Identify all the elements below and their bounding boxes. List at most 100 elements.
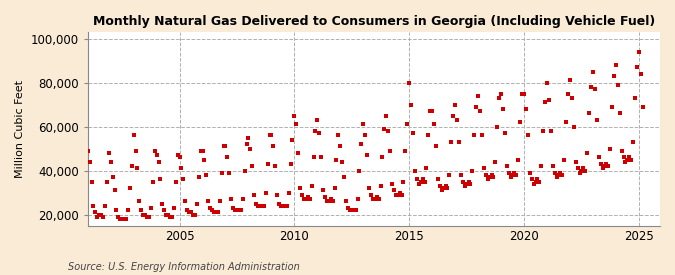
Point [318, 188, 329, 192]
Point [190, 212, 200, 217]
Point [534, 179, 545, 184]
Point [371, 195, 382, 199]
Point [268, 144, 279, 148]
Point [132, 166, 143, 170]
Point [308, 155, 319, 160]
Point [412, 177, 423, 182]
Point [394, 190, 405, 195]
Point [513, 157, 524, 162]
Point [490, 160, 501, 164]
Point [624, 155, 634, 160]
Point [169, 206, 180, 210]
Point [504, 170, 514, 175]
Point [563, 91, 574, 96]
Y-axis label: Million Cubic Feet: Million Cubic Feet [15, 80, 25, 178]
Point [323, 199, 334, 204]
Point [620, 160, 631, 164]
Point [392, 192, 403, 197]
Point [472, 94, 483, 98]
Point [333, 133, 344, 138]
Point [327, 199, 338, 204]
Point [398, 179, 409, 184]
Point [109, 188, 120, 192]
Point [146, 206, 157, 210]
Point [259, 204, 269, 208]
Point [549, 170, 560, 175]
Point [561, 120, 572, 124]
Point [272, 192, 283, 197]
Point [157, 201, 168, 206]
Point [425, 109, 435, 113]
Point [467, 168, 478, 173]
Point [115, 217, 126, 221]
Point [293, 151, 304, 155]
Point [291, 122, 302, 127]
Point [250, 201, 261, 206]
Point [216, 170, 227, 175]
Point [413, 182, 424, 186]
Point [436, 188, 447, 192]
Point [591, 118, 602, 122]
Point [117, 217, 128, 221]
Point [529, 182, 539, 186]
Point [92, 214, 103, 219]
Point [622, 157, 632, 162]
Point [366, 192, 377, 197]
Point [316, 155, 327, 160]
Point [440, 184, 451, 188]
Point [524, 170, 535, 175]
Point [506, 175, 516, 179]
Point [180, 199, 191, 204]
Point [532, 177, 543, 182]
Point [88, 204, 99, 208]
Point [149, 148, 160, 153]
Point [536, 164, 547, 168]
Point [526, 177, 537, 182]
Point [593, 155, 604, 160]
Point [264, 133, 275, 138]
Point [144, 214, 155, 219]
Point [547, 164, 558, 168]
Point [389, 188, 400, 192]
Point [492, 124, 503, 129]
Point [452, 118, 462, 122]
Point [136, 208, 146, 212]
Point [356, 142, 367, 146]
Point [609, 74, 620, 78]
Point [188, 212, 198, 217]
Point [165, 214, 176, 219]
Point [354, 168, 365, 173]
Point [427, 109, 437, 113]
Point [570, 160, 581, 164]
Point [379, 126, 389, 131]
Point [113, 214, 124, 219]
Point [287, 138, 298, 142]
Point [213, 210, 223, 214]
Point [566, 96, 577, 100]
Point [161, 212, 171, 217]
Point [511, 173, 522, 177]
Point [475, 109, 485, 113]
Point [568, 124, 579, 129]
Point [94, 212, 105, 217]
Point [215, 199, 225, 204]
Point [507, 173, 518, 177]
Point [540, 100, 551, 104]
Point [199, 157, 210, 162]
Point [321, 199, 332, 204]
Point [128, 133, 139, 138]
Point [635, 72, 646, 76]
Point [285, 162, 296, 166]
Point [245, 146, 256, 151]
Point [518, 91, 529, 96]
Point [205, 206, 215, 210]
Point [159, 208, 169, 212]
Point [488, 175, 499, 179]
Point [346, 208, 357, 212]
Point [421, 166, 432, 170]
Point [261, 190, 271, 195]
Point [582, 151, 593, 155]
Point [325, 197, 336, 201]
Point [633, 50, 644, 54]
Point [454, 140, 464, 144]
